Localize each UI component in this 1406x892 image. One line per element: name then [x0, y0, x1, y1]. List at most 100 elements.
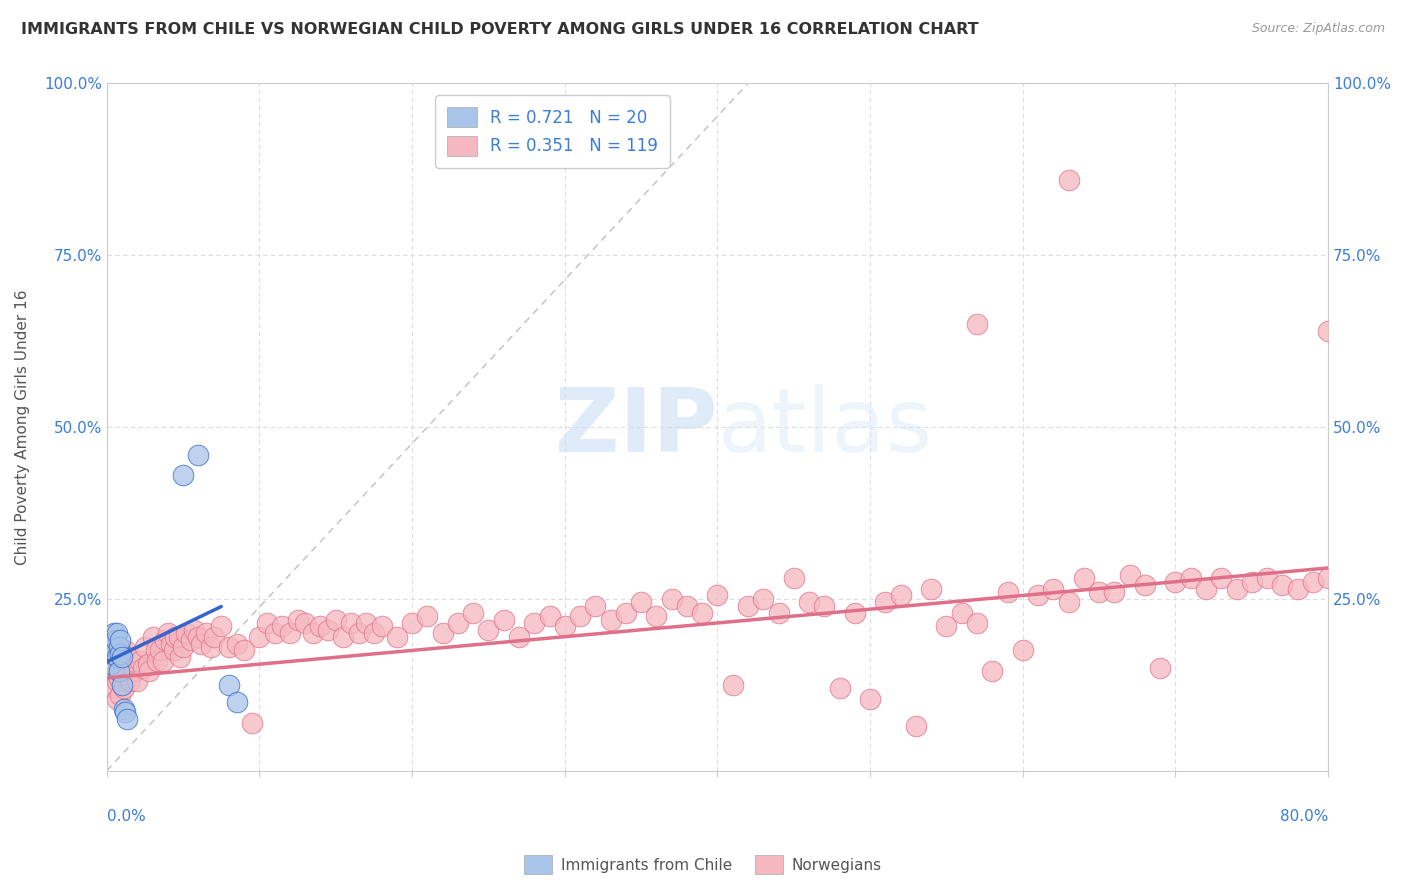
Point — [132, 660, 155, 674]
Point — [209, 619, 232, 633]
Point — [569, 609, 592, 624]
Point — [107, 650, 129, 665]
Point — [218, 640, 240, 654]
Point — [1180, 571, 1202, 585]
Point — [661, 591, 683, 606]
Point — [152, 654, 174, 668]
Point — [195, 626, 218, 640]
Point — [100, 660, 122, 674]
Point — [783, 571, 806, 585]
Point — [112, 702, 135, 716]
Point — [340, 615, 363, 630]
Point — [690, 606, 713, 620]
Point — [347, 626, 370, 640]
Point — [294, 615, 316, 630]
Point — [111, 650, 134, 665]
Point — [966, 615, 988, 630]
Text: atlas: atlas — [717, 384, 932, 471]
Point — [890, 589, 912, 603]
Point — [167, 630, 190, 644]
Point — [432, 626, 454, 640]
Point — [1057, 595, 1080, 609]
Point — [108, 640, 131, 654]
Point — [149, 643, 172, 657]
Point — [997, 585, 1019, 599]
Point — [630, 595, 652, 609]
Y-axis label: Child Poverty Among Girls Under 16: Child Poverty Among Girls Under 16 — [15, 289, 30, 565]
Point — [160, 636, 183, 650]
Point — [706, 589, 728, 603]
Point — [172, 468, 194, 483]
Point — [614, 606, 637, 620]
Point — [1317, 571, 1340, 585]
Text: 0.0%: 0.0% — [107, 808, 145, 823]
Point — [1057, 172, 1080, 186]
Point — [363, 626, 385, 640]
Point — [401, 615, 423, 630]
Point — [107, 674, 129, 689]
Point — [110, 633, 132, 648]
Point — [1149, 660, 1171, 674]
Point — [136, 657, 159, 672]
Point — [112, 681, 135, 696]
Point — [101, 647, 124, 661]
Point — [225, 695, 247, 709]
Point — [920, 582, 942, 596]
Point — [1026, 589, 1049, 603]
Point — [752, 591, 775, 606]
Point — [142, 630, 165, 644]
Point — [187, 630, 209, 644]
Point — [1211, 571, 1233, 585]
Point — [117, 664, 139, 678]
Point — [200, 640, 222, 654]
Point — [1286, 582, 1309, 596]
Point — [103, 626, 125, 640]
Point — [508, 630, 530, 644]
Point — [180, 633, 202, 648]
Point — [165, 630, 187, 644]
Point — [1073, 571, 1095, 585]
Point — [163, 643, 186, 657]
Point — [256, 615, 278, 630]
Point — [645, 609, 668, 624]
Point — [145, 643, 167, 657]
Point — [107, 626, 129, 640]
Point — [1118, 567, 1140, 582]
Point — [463, 606, 485, 620]
Point — [554, 619, 576, 633]
Point — [146, 654, 169, 668]
Point — [981, 664, 1004, 678]
Point — [385, 630, 408, 644]
Point — [156, 626, 179, 640]
Point — [225, 636, 247, 650]
Point — [218, 678, 240, 692]
Point — [447, 615, 470, 630]
Point — [98, 643, 121, 657]
Point — [1271, 578, 1294, 592]
Point — [538, 609, 561, 624]
Point — [202, 630, 225, 644]
Point — [110, 688, 132, 702]
Point — [249, 630, 271, 644]
Point — [583, 599, 606, 613]
Point — [492, 613, 515, 627]
Point — [1302, 574, 1324, 589]
Point — [1042, 582, 1064, 596]
Text: ZIP: ZIP — [555, 384, 717, 471]
Point — [1164, 574, 1187, 589]
Point — [859, 691, 882, 706]
Point — [1104, 585, 1126, 599]
Point — [904, 719, 927, 733]
Point — [1011, 643, 1033, 657]
Point — [120, 650, 142, 665]
Point — [115, 712, 138, 726]
Point — [122, 664, 145, 678]
Point — [477, 623, 499, 637]
Point — [599, 613, 621, 627]
Point — [240, 715, 263, 730]
Text: 80.0%: 80.0% — [1279, 808, 1329, 823]
Point — [111, 657, 134, 672]
Point — [935, 619, 957, 633]
Point — [287, 613, 309, 627]
Point — [1088, 585, 1111, 599]
